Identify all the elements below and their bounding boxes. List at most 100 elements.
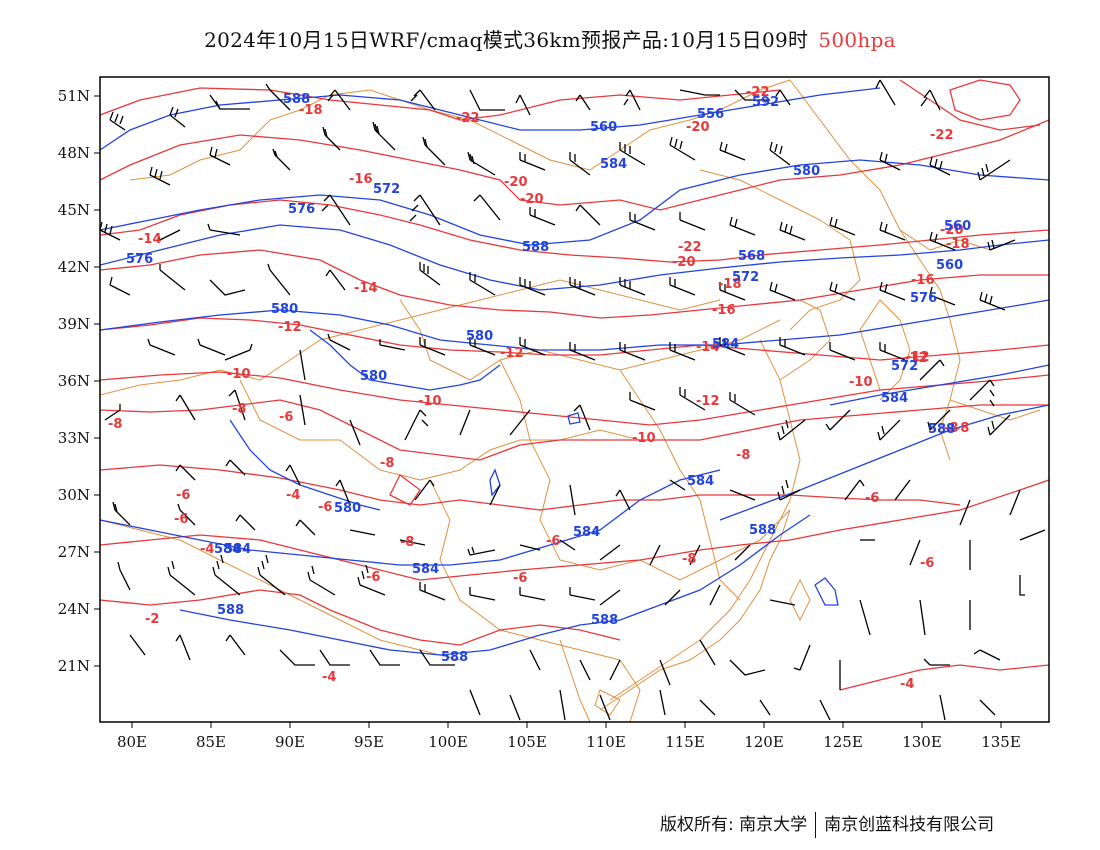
- height-label: 572: [891, 359, 918, 374]
- temp-label: -16: [712, 303, 736, 318]
- temp-label: -8: [944, 421, 958, 436]
- lon-labels: 80E 85E 90E 95E 100E 105E 110E 115E 120E…: [117, 733, 1021, 751]
- lon-label: 135E: [981, 733, 1021, 751]
- temp-label: -14: [354, 281, 378, 296]
- height-label: 556: [697, 107, 724, 122]
- lon-label: 110E: [586, 733, 626, 751]
- lon-label: 90E: [275, 733, 305, 751]
- height-contours: [100, 87, 1049, 656]
- height-label: 576: [126, 252, 153, 267]
- lat-label: 33N: [58, 429, 90, 447]
- height-label: 560: [944, 219, 971, 234]
- temp-label: -6: [176, 488, 190, 503]
- footer-divider: [815, 812, 817, 838]
- height-label: 560: [590, 120, 617, 135]
- temp-label: -8: [380, 456, 394, 471]
- lat-label: 36N: [58, 372, 90, 390]
- height-label: 572: [373, 182, 400, 197]
- lat-label: 42N: [58, 258, 90, 276]
- temp-label: -10: [418, 394, 442, 409]
- temp-label: -22: [456, 111, 480, 126]
- temp-label: -4: [286, 488, 300, 503]
- height-label: 588: [749, 523, 776, 538]
- height-label: 584: [224, 542, 251, 557]
- temp-label: -14: [138, 232, 162, 247]
- temp-label: -22: [678, 240, 702, 255]
- lon-label: 115E: [665, 733, 705, 751]
- temp-label: -20: [672, 255, 696, 270]
- temp-label: -6: [366, 570, 380, 585]
- lon-label: 105E: [507, 733, 547, 751]
- height-label: 584: [687, 474, 714, 489]
- temp-label: -2: [145, 612, 159, 627]
- title-level: 500hpa: [818, 28, 896, 52]
- temp-label: -8: [108, 417, 122, 432]
- footer-credits: 版权所有: 南京大学 南京创蓝科技有限公司: [660, 810, 994, 838]
- title-main: 2024年10月15日WRF/cmaq模式36km预报产品:10月15日09时: [204, 28, 809, 52]
- lat-label: 24N: [58, 600, 90, 618]
- height-label: 580: [793, 164, 820, 179]
- temp-label: -8: [232, 402, 246, 417]
- temp-label: -6: [920, 556, 934, 571]
- temp-label: -20: [520, 192, 544, 207]
- height-label: 592: [752, 95, 779, 110]
- lat-ticks: [94, 95, 100, 667]
- temp-label: -6: [546, 534, 560, 549]
- height-label: 588: [591, 613, 618, 628]
- height-label: 584: [600, 157, 627, 172]
- height-label: 580: [360, 369, 387, 384]
- lon-label: 85E: [196, 733, 226, 751]
- lon-ticks: [131, 722, 1002, 728]
- temp-label: -4: [200, 542, 214, 557]
- lat-label: 48N: [58, 144, 90, 162]
- temp-label: -10: [849, 375, 873, 390]
- temp-label: -18: [299, 103, 323, 118]
- temp-label: -22: [746, 85, 770, 100]
- temp-label: -6: [865, 491, 879, 506]
- height-labels: 588 592 556 560 584 580 572 576 576 588 …: [126, 92, 971, 665]
- height-label: 584: [881, 391, 908, 406]
- temp-label: -16: [911, 273, 935, 288]
- height-label: 584: [412, 562, 439, 577]
- temp-label: -10: [227, 367, 251, 382]
- temp-label: -6: [279, 410, 293, 425]
- lon-label: 125E: [823, 733, 863, 751]
- height-label: 568: [738, 249, 765, 264]
- height-label: 580: [466, 329, 493, 344]
- temp-label: -22: [930, 128, 954, 143]
- lat-label: 51N: [58, 87, 90, 105]
- lon-label: 100E: [428, 733, 468, 751]
- lon-label: 120E: [744, 733, 784, 751]
- temp-label: -12: [904, 351, 928, 366]
- height-label: 576: [288, 202, 315, 217]
- map-frame: [99, 76, 1050, 723]
- lat-label: 45N: [58, 201, 90, 219]
- lat-label: 39N: [58, 315, 90, 333]
- temp-label: -6: [513, 571, 527, 586]
- temp-label: -18: [718, 277, 742, 292]
- lon-label: 95E: [354, 733, 384, 751]
- temperature-contours: [100, 79, 1049, 691]
- temp-label: -20: [686, 120, 710, 135]
- temp-label: -20: [940, 223, 964, 238]
- temp-label: -18: [946, 237, 970, 252]
- temp-label: -12: [906, 350, 930, 365]
- height-label: 572: [732, 270, 759, 285]
- temp-label: -12: [500, 346, 524, 361]
- lat-label: 30N: [58, 486, 90, 504]
- lon-label: 130E: [902, 733, 942, 751]
- lon-label: 80E: [117, 733, 147, 751]
- company-text: 南京创蓝科技有限公司: [824, 815, 995, 835]
- temp-label: -8: [955, 421, 969, 436]
- height-label: 588: [522, 240, 549, 255]
- temperature-labels: -22 -22 -18 -22 -20 -20 -20 -16 -20 -22 …: [108, 85, 970, 692]
- height-label: 584: [712, 337, 739, 352]
- temp-label: -8: [682, 552, 696, 567]
- height-label: 576: [910, 291, 937, 306]
- temp-label: -6: [318, 500, 332, 515]
- temp-label: -20: [504, 175, 528, 190]
- temp-label: -4: [322, 670, 336, 685]
- height-label: 560: [936, 258, 963, 273]
- lat-labels: 51N 48N 45N 42N 39N 36N 33N 30N 27N 24N …: [58, 87, 90, 675]
- height-label: 580: [334, 501, 361, 516]
